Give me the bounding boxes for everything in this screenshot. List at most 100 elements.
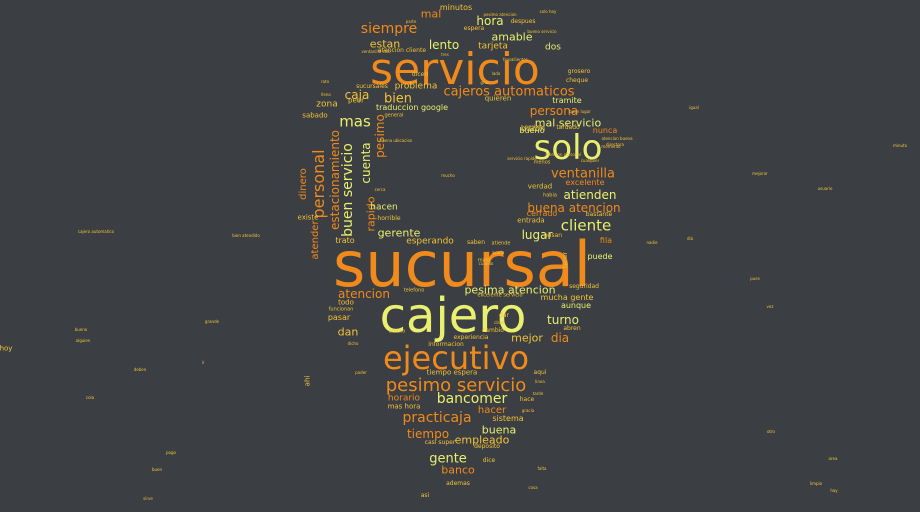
- cloud-word: igual: [689, 105, 699, 110]
- cloud-word: fila: [599, 236, 613, 245]
- cloud-word: area: [828, 456, 838, 461]
- cloud-word: cajeros automaticos: [443, 84, 575, 100]
- cloud-word: lado: [491, 71, 501, 76]
- cloud-word: dan: [337, 325, 359, 339]
- cloud-word: hay: [830, 488, 838, 493]
- cloud-word: favor: [502, 57, 514, 62]
- cloud-word: atencion buena: [601, 136, 633, 141]
- cloud-word: menos: [533, 159, 551, 166]
- cloud-word: atencion personal: [545, 152, 581, 157]
- cloud-word: bastante: [585, 211, 613, 218]
- cloud-word: aqui: [533, 369, 547, 376]
- cloud-word: parte: [405, 19, 417, 24]
- cloud-word: buено: [519, 126, 545, 135]
- cloud-word: practicaja: [402, 410, 472, 426]
- cloud-word: malo: [477, 257, 491, 264]
- cloud-word: bien atendido: [232, 233, 260, 238]
- cloud-word: hace: [519, 396, 535, 403]
- cloud-word: ventanilla solo: [361, 49, 391, 54]
- cloud-word: zona: [316, 99, 338, 110]
- cloud-word: mas: [339, 112, 371, 131]
- cloud-word: buen servicio: [340, 143, 356, 237]
- cloud-word: mejor: [511, 331, 543, 345]
- cloud-word: cambio: [482, 327, 504, 334]
- cloud-word: asi: [420, 492, 430, 499]
- cloud-word: experiencia: [453, 334, 489, 341]
- cloud-word: quieren: [484, 94, 512, 103]
- cloud-word: saben: [466, 239, 486, 246]
- cloud-word: bien: [383, 91, 413, 107]
- cloud-word: ejecutivo: [382, 339, 530, 377]
- cloud-word: cola: [85, 395, 95, 400]
- cloud-word: dinero: [298, 168, 309, 200]
- cloud-word: cheque: [565, 77, 589, 84]
- cloud-word: cuenta: [359, 142, 373, 184]
- cloud-word: excelente: [565, 178, 605, 187]
- cloud-word: buen: [151, 467, 163, 472]
- cloud-word: hacer: [477, 405, 507, 416]
- cloud-word: solo: [533, 128, 603, 168]
- cloud-word: pesimo: [373, 114, 387, 158]
- cloud-word: dicen: [411, 71, 429, 78]
- cloud-word: habia: [543, 192, 557, 199]
- cloud-word: despues: [510, 18, 536, 25]
- cloud-word: lleno: [321, 92, 331, 97]
- cloud-word: empleado: [454, 433, 510, 447]
- cloud-word: buena: [481, 423, 517, 437]
- cloud-word: falta: [537, 466, 547, 471]
- cloud-word: lugar: [521, 228, 553, 242]
- cloud-word: ahi: [303, 375, 312, 387]
- cloud-word: tarde: [532, 391, 544, 396]
- cloud-word: mal: [420, 7, 442, 21]
- cloud-word: gente: [429, 451, 467, 467]
- cloud-word: hacen: [370, 202, 398, 213]
- cloud-word: mejorar: [752, 171, 768, 176]
- cloud-word: pues: [750, 276, 760, 281]
- cloud-word: deposito: [474, 443, 500, 450]
- cloud-word: usuario: [817, 186, 833, 191]
- cloud-word: cerca: [374, 187, 386, 192]
- cloud-word: telefono: [403, 287, 425, 294]
- cloud-word: amable: [491, 30, 533, 44]
- cloud-word: atencion: [338, 287, 390, 301]
- cloud-word: buena atencion: [527, 201, 621, 215]
- cloud-word: espera: [463, 25, 485, 32]
- cloud-word: buen lugar: [569, 109, 591, 114]
- cloud-word: grande: [204, 319, 220, 324]
- cloud-word: linea: [535, 379, 545, 384]
- cloud-word: caja: [344, 88, 370, 102]
- cloud-word: informacion: [428, 341, 464, 348]
- cloud-word: sirve: [143, 496, 153, 501]
- cloud-word: trato: [335, 236, 355, 245]
- cloud-word: claro: [494, 320, 504, 325]
- cloud-word: estacionamiento: [328, 130, 342, 230]
- cloud-word: servicio rapido: [507, 156, 537, 161]
- cloud-word: atender: [310, 220, 321, 260]
- cloud-word: traduccion google: [375, 103, 449, 112]
- cloud-word: tener: [562, 251, 569, 269]
- cloud-word: nunca: [592, 126, 618, 135]
- cloud-word: tramite: [552, 96, 582, 105]
- cloud-word: pesima atencion: [464, 283, 556, 297]
- cloud-word: tiempo: [406, 427, 450, 441]
- cloud-word: peor: [348, 96, 364, 105]
- cloud-word: otro: [766, 429, 776, 434]
- cloud-word: funcionan: [328, 306, 354, 313]
- cloud-word: directora: [606, 142, 624, 147]
- cloud-word: horario: [387, 393, 421, 404]
- cloud-word: bancomer: [436, 391, 508, 407]
- cloud-word: dos: [545, 42, 561, 53]
- cloud-word: aunque: [560, 301, 592, 310]
- cloud-word: dia: [550, 331, 570, 345]
- cloud-word: poder: [355, 370, 367, 375]
- cloud-word: sabado: [302, 111, 328, 120]
- cloud-word: abren: [563, 325, 581, 332]
- cloud-word: nadie: [646, 240, 658, 245]
- cloud-word: estan: [369, 37, 401, 51]
- cloud-word: esperando: [406, 236, 454, 247]
- cloud-word: gran: [480, 80, 490, 85]
- cloud-word: general: [384, 112, 404, 119]
- cloud-word: vez: [766, 304, 774, 309]
- cloud-word: clientes: [512, 57, 528, 62]
